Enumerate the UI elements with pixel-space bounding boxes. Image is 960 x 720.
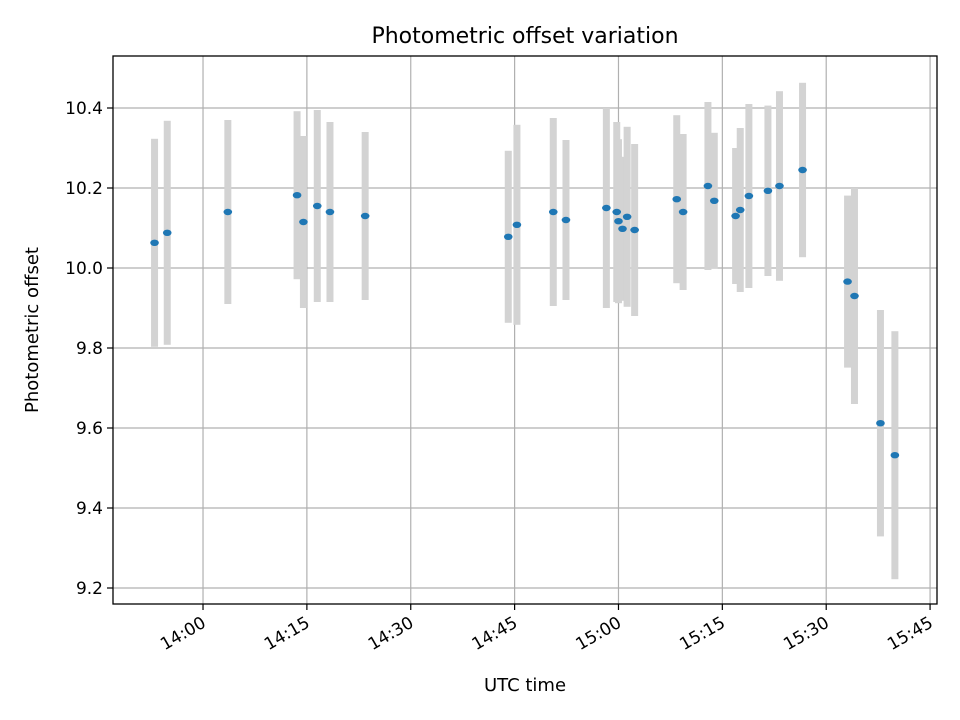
data-point — [312, 202, 322, 210]
data-point — [602, 204, 611, 212]
data-point — [672, 196, 682, 203]
data-point — [731, 212, 740, 220]
data-point — [223, 208, 233, 216]
y-tick-label: 9.4 — [76, 499, 103, 519]
grid-layer — [113, 56, 937, 604]
data-point — [843, 278, 852, 285]
data-point — [735, 206, 745, 214]
y-tick-label: 9.8 — [76, 339, 103, 359]
y-tick-label: 10.0 — [65, 259, 103, 279]
data-point — [614, 218, 623, 225]
data-point — [703, 182, 713, 190]
data-point — [325, 208, 335, 216]
data-point — [763, 187, 773, 194]
data-point — [561, 216, 571, 224]
y-tick-label: 9.6 — [76, 419, 103, 439]
data-point — [292, 192, 302, 199]
data-point — [744, 192, 754, 200]
data-point — [150, 239, 159, 246]
y-tick-label: 10.2 — [65, 179, 103, 199]
y-tick-label: 9.2 — [76, 579, 103, 599]
point-layer — [150, 166, 900, 459]
data-point — [890, 452, 900, 459]
data-point — [299, 218, 308, 226]
data-point — [678, 208, 688, 216]
data-point — [503, 233, 513, 240]
plot-frame — [112, 55, 938, 605]
data-point — [850, 292, 859, 300]
data-point — [618, 225, 627, 232]
x-axis-label: UTC time — [484, 675, 566, 696]
chart-title: Photometric offset variation — [371, 24, 678, 49]
data-point — [798, 166, 807, 174]
data-point — [548, 208, 558, 216]
data-point — [360, 212, 370, 220]
data-point — [512, 221, 522, 228]
y-axis-label: Photometric offset — [22, 247, 43, 413]
y-axis-ticks: 9.2 9.4 9.6 9.8 10.0 10.2 10.4 — [65, 99, 113, 599]
data-point — [622, 213, 632, 220]
data-point — [709, 197, 719, 204]
data-point — [630, 226, 639, 234]
data-point — [162, 229, 172, 236]
y-tick-label: 10.4 — [65, 99, 103, 119]
data-point — [876, 420, 885, 427]
data-point — [612, 208, 622, 216]
data-point — [775, 182, 784, 190]
